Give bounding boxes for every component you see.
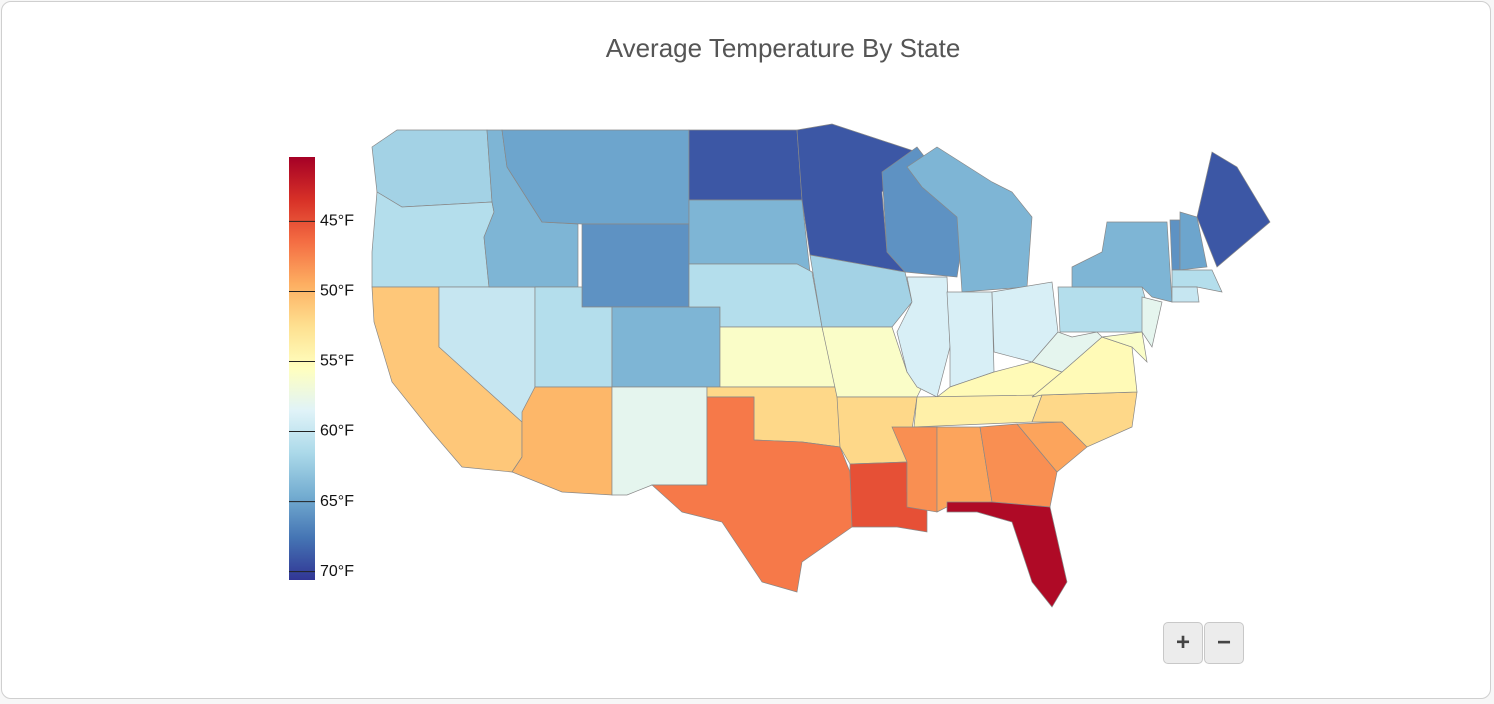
map-title: Average Temperature By State: [606, 33, 961, 63]
state: [1169, 219, 1181, 271]
zoom-in-button[interactable]: +: [1163, 622, 1203, 664]
state: [651, 396, 853, 593]
state: [1171, 286, 1200, 303]
state: [1179, 211, 1208, 271]
state: [511, 386, 613, 496]
colorbar-tick-label: 65°F: [320, 493, 354, 510]
state: [906, 146, 1033, 293]
state: [688, 129, 803, 201]
state: [946, 501, 1068, 608]
state: [581, 223, 690, 308]
state: [913, 394, 1043, 428]
state: [809, 254, 913, 328]
colorbar-tick-label: 55°F: [320, 353, 354, 370]
state: [891, 426, 938, 513]
state: [1101, 331, 1148, 364]
state: [1057, 286, 1153, 333]
state: [371, 129, 493, 208]
state: [1196, 151, 1271, 268]
state: [611, 386, 708, 496]
state: [946, 291, 995, 388]
state: [979, 423, 1058, 508]
zoom-out-button[interactable]: −: [1204, 622, 1244, 664]
state: [371, 191, 495, 288]
colorbar-tick-label: 60°F: [320, 423, 354, 440]
colorbar-tick-label: 45°F: [320, 213, 354, 230]
state: [1171, 269, 1223, 293]
state: [688, 199, 811, 273]
state: [881, 146, 968, 278]
colorbar-tick-label: 70°F: [320, 563, 354, 580]
colorbar: [289, 157, 315, 580]
state: [1141, 296, 1163, 348]
state: [611, 306, 721, 388]
colorbar-tick-label: 50°F: [320, 283, 354, 300]
state: [719, 326, 838, 388]
